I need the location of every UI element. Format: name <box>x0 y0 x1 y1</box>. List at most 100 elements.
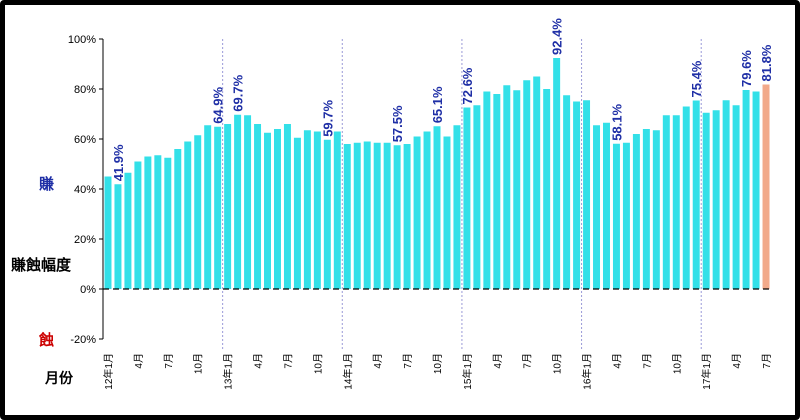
bar <box>612 143 620 289</box>
bar <box>433 126 441 289</box>
x-tick-label: 10月 <box>671 353 683 374</box>
bar <box>174 149 182 289</box>
x-tick-label: 14年1月 <box>341 353 354 390</box>
x-tick-label: 4月 <box>372 353 384 369</box>
bar <box>323 139 331 289</box>
data-label: 81.8% <box>759 44 774 81</box>
x-tick-label: 10月 <box>432 353 444 374</box>
bar <box>413 136 421 289</box>
bar <box>662 115 670 289</box>
y-tick-label: -20% <box>70 334 96 346</box>
bar <box>244 115 252 289</box>
bar <box>563 95 571 289</box>
x-tick-label: 7月 <box>163 353 175 369</box>
x-tick-label: 17年1月 <box>700 353 713 390</box>
bar <box>234 114 242 289</box>
bar <box>144 156 152 289</box>
bar <box>543 89 551 289</box>
data-label: 79.6% <box>739 50 754 87</box>
bar <box>224 124 232 289</box>
bar <box>154 155 162 289</box>
bar <box>732 105 740 289</box>
bar <box>383 142 391 289</box>
bar <box>124 172 132 289</box>
bar <box>353 142 361 289</box>
data-label: 41.9% <box>111 144 126 181</box>
y-axis-label-positive: 賺 <box>39 175 54 193</box>
bar <box>343 144 351 289</box>
bar <box>593 125 601 289</box>
data-label: 69.7% <box>231 74 246 111</box>
x-tick-label: 15年1月 <box>461 353 474 390</box>
bar <box>583 100 591 289</box>
y-tick-label: 0% <box>80 284 96 296</box>
bar <box>204 125 212 289</box>
bar <box>533 76 541 289</box>
bar <box>473 105 481 289</box>
bar <box>214 126 222 289</box>
bar <box>573 101 581 289</box>
bar <box>463 107 471 289</box>
bar <box>712 110 720 289</box>
bar <box>553 58 561 289</box>
bar <box>164 157 172 289</box>
bar <box>104 176 112 289</box>
x-tick-label: 7月 <box>522 353 534 369</box>
x-tick-label: 4月 <box>731 353 743 369</box>
bar <box>722 100 730 289</box>
bar <box>403 144 411 289</box>
x-tick-label: 4月 <box>253 353 265 369</box>
x-tick-label: 10月 <box>193 353 205 374</box>
data-label: 65.1% <box>430 86 445 123</box>
data-label: 72.6% <box>460 67 475 104</box>
bar <box>692 100 700 289</box>
y-tick-label: 100% <box>68 34 96 46</box>
x-tick-label: 4月 <box>612 353 624 369</box>
data-label: 58.1% <box>610 103 625 140</box>
bar <box>652 130 660 289</box>
x-tick-label: 7月 <box>641 353 653 369</box>
y-tick-label: 40% <box>74 184 96 196</box>
x-tick-label: 7月 <box>282 353 294 369</box>
data-label: 92.4% <box>550 18 565 55</box>
x-tick-label: 4月 <box>133 353 145 369</box>
bar <box>254 124 262 289</box>
bar <box>443 136 451 289</box>
bar <box>523 80 531 289</box>
bar <box>513 90 521 289</box>
bar-chart: 100% 80% 60% 40% 20% 0% -20% 12年1月 4月 7月 10月 13年1月… <box>11 18 774 390</box>
y-axis-label-negative: 蝕 <box>38 331 54 349</box>
bar <box>632 134 640 289</box>
x-tick-label: 7月 <box>761 353 773 369</box>
bar <box>264 132 271 289</box>
bar <box>333 131 341 289</box>
bar <box>752 91 760 289</box>
x-tick-label: 16年1月 <box>581 353 594 390</box>
data-label: 64.9% <box>211 86 226 123</box>
data-label: 57.5% <box>390 105 405 142</box>
bar <box>373 142 381 289</box>
bar <box>742 90 750 289</box>
bar <box>453 125 461 289</box>
bar <box>114 184 122 289</box>
x-tick-label: 4月 <box>492 353 504 369</box>
bar <box>184 141 192 289</box>
data-label: 75.4% <box>689 60 704 97</box>
bar <box>283 124 291 289</box>
x-tick-label: 10月 <box>552 353 564 374</box>
bar <box>483 91 491 289</box>
y-tick-label: 20% <box>74 234 96 246</box>
bar-highlight <box>762 84 770 289</box>
data-label: 59.7% <box>320 99 335 136</box>
y-axis-label: 賺蝕幅度 <box>11 256 72 274</box>
x-axis-label: 月份 <box>44 370 74 387</box>
bar <box>503 85 511 289</box>
x-tick-label: 13年1月 <box>222 353 235 390</box>
bar <box>194 135 202 289</box>
bar <box>393 145 401 289</box>
x-tick-label: 12年1月 <box>102 353 115 390</box>
bar <box>423 131 431 289</box>
bar <box>642 129 650 289</box>
bar <box>622 142 630 289</box>
